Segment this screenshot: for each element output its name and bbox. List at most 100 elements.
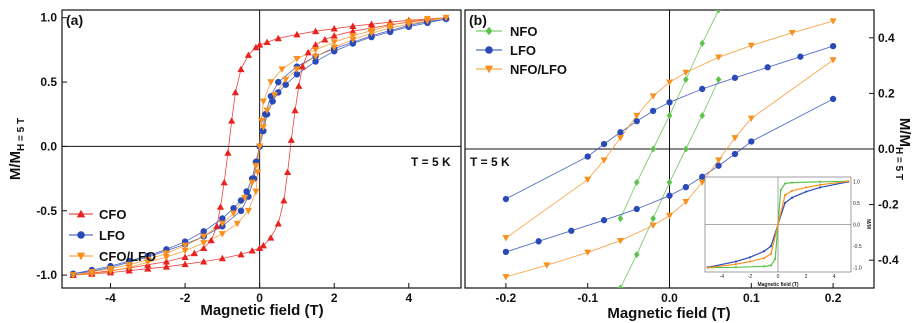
series-b-nfo-point <box>617 284 624 288</box>
series-cfo-lfo-point <box>162 254 171 261</box>
series-cfo-point <box>181 253 189 260</box>
series-b-lfo-point <box>633 205 640 213</box>
series-cfo-point <box>274 34 282 42</box>
series-b-lfo-point <box>502 195 510 203</box>
series-cfo-point <box>263 38 271 46</box>
panel-a-y-axis-label-sub: H = 5 T <box>16 118 27 151</box>
series-b-nfo-lfo-point <box>747 115 755 122</box>
series-b-lfo-point <box>731 150 739 158</box>
panel-a-y-tick-label: 0.5 <box>40 75 57 89</box>
inset-lfo-point <box>762 250 766 253</box>
legend-cfo-lfo-label: CFO/LFO <box>99 249 156 264</box>
series-cfo-lfo-point <box>218 220 226 228</box>
panel-a-x-axis-label: Magnetic field (T) <box>200 302 323 319</box>
series-cfo-lfo-point <box>256 143 264 151</box>
inset-nfo-point <box>769 264 773 267</box>
inset-nfo-lfo-point <box>847 180 850 183</box>
series-lfo-point <box>200 228 207 235</box>
series-cfo-point <box>321 36 329 43</box>
series-cfo-point <box>311 27 320 35</box>
inset-x-tick-label: 4 <box>833 274 836 280</box>
inset-x-tick-label: 2 <box>805 274 808 280</box>
series-cfo-point <box>220 178 228 186</box>
series-cfo-lfo-point <box>282 76 290 84</box>
panel-a-label: (a) <box>66 12 83 28</box>
series-lfo-point <box>330 47 338 55</box>
series-b-lfo-point <box>797 53 804 60</box>
inset-y-tick-label: 0.0 <box>853 223 860 229</box>
series-cfo-point <box>244 51 253 58</box>
panel-a-y-axis-label-main: M/M <box>7 151 24 180</box>
inset-nfo-lfo-point <box>762 257 766 260</box>
inset-y-tick-label: -0.5 <box>853 244 862 250</box>
series-cfo-point <box>367 20 376 28</box>
series-lfo-point <box>263 111 271 118</box>
series-lfo-point <box>349 40 357 47</box>
series-cfo-lfo-point <box>257 117 266 125</box>
series-cfo-point <box>293 30 301 38</box>
series-cfo-lfo-point <box>233 220 241 228</box>
series-cfo-point <box>228 117 236 124</box>
series-b-nfo-point <box>715 76 722 83</box>
series-b-lfo-point <box>699 85 706 93</box>
panel-b-x-tick-label: 0.2 <box>825 291 842 305</box>
legend-b-nfo-label: NFO <box>510 24 537 39</box>
inset-nfo-point <box>774 257 777 261</box>
panel-a-y-tick-label: -0.5 <box>36 204 57 218</box>
panel-b-x-tick-label: 0.0 <box>661 291 678 305</box>
series-b-lfo-point <box>682 183 690 191</box>
inset-nfo-lfo-point <box>769 252 773 255</box>
series-cfo-lfo-point <box>229 210 238 217</box>
series-cfo-lfo-point <box>162 250 171 257</box>
inset-lfo-point <box>769 244 773 248</box>
series-b-lfo-point <box>748 138 755 145</box>
series-cfo-lfo-point <box>259 98 267 105</box>
series-b-lfo-branch-up-line <box>505 98 834 253</box>
series-b-nfo-point <box>650 145 656 153</box>
series-cfo-lfo-point <box>263 107 271 114</box>
series-lfo-point <box>237 197 245 204</box>
series-cfo-lfo-point <box>88 270 96 278</box>
series-b-nfo-lfo-point <box>731 135 739 142</box>
legend-lfo-label: LFO <box>99 228 125 243</box>
series-cfo-point <box>224 149 232 156</box>
panel-a-x-tick-label: 2 <box>331 291 338 305</box>
series-b-lfo-point <box>666 99 673 106</box>
series-cfo-point <box>291 106 299 114</box>
series-b-lfo-point <box>829 95 837 103</box>
series-cfo-lfo-point <box>367 30 376 37</box>
panel-a: (a) T = 5 K Magnetic field (T) M/MH = 5 … <box>7 9 462 319</box>
series-cfo-lfo-point <box>423 18 432 25</box>
panel-b-y-axis-label-main: M/M <box>896 118 913 147</box>
series-cfo-point <box>181 260 189 268</box>
series-cfo-point <box>162 258 171 265</box>
series-b-nfo-lfo-point <box>747 42 755 50</box>
series-lfo-point <box>275 78 282 86</box>
series-b-nfo-lfo-point <box>715 54 723 61</box>
series-cfo-lfo-point <box>386 25 394 32</box>
series-cfo-point <box>256 244 264 251</box>
panel-b-temperature-annotation: T = 5 K <box>470 155 510 169</box>
series-b-lfo-point <box>584 153 591 160</box>
series-cfo-point <box>252 43 260 51</box>
series-b-lfo-point <box>666 192 673 199</box>
series-b-nfo-lfo-point <box>829 57 837 64</box>
series-lfo-point <box>282 81 289 88</box>
series-b-lfo-point <box>600 140 608 148</box>
legend-lfo-marker <box>77 231 85 239</box>
series-lfo-point <box>293 71 301 78</box>
series-cfo-point <box>144 265 152 272</box>
panel-b-series <box>502 10 837 288</box>
inset-y-tick-label: 1.0 <box>853 179 860 185</box>
series-b-lfo-point <box>764 64 771 71</box>
panel-a-y-tick-label: 0.0 <box>40 139 57 153</box>
inset-nfo-lfo-point <box>819 183 822 186</box>
series-b-lfo-point <box>715 162 722 169</box>
series-b-nfo-lfo-point <box>649 93 657 100</box>
inset-x-tick-label: -4 <box>720 274 725 280</box>
series-cfo-point <box>200 258 208 265</box>
series-b-nfo-lfo-point <box>715 157 723 164</box>
series-cfo-point <box>162 263 171 270</box>
panel-b-y-tick-label: 0.2 <box>878 86 895 100</box>
